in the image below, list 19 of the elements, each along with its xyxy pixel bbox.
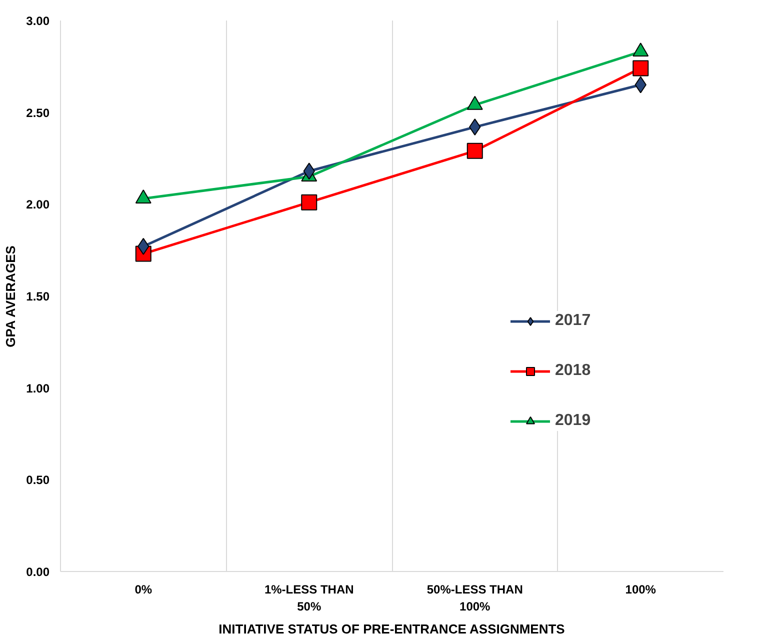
legend-label: 2017: [555, 312, 591, 330]
x-tick-label: 1%-LESS THAN 50%: [264, 582, 354, 614]
y-tick-label: 2.50: [26, 106, 50, 120]
y-tick-label: 1.50: [26, 290, 50, 304]
x-tick-label: 100%: [625, 582, 656, 596]
x-axis-title: INITIATIVE STATUS OF PRE-ENTRANCE ASSIGNMENTS: [218, 621, 566, 636]
x-tick-label: 0%: [134, 582, 152, 596]
y-tick-label: 2.00: [26, 198, 50, 212]
point: [301, 194, 318, 210]
y-tick-label: 1.00: [26, 381, 50, 396]
legend-label: 2019: [555, 412, 591, 430]
y-axis-title: GPA AVERAGES: [3, 245, 18, 348]
legend-label: 2018: [555, 362, 591, 380]
y-tick-label: 3.00: [26, 14, 50, 28]
point: [466, 142, 483, 159]
point: [632, 60, 649, 76]
y-tick-label: 0.50: [26, 473, 50, 488]
x-tick-label: 50%-LESS THAN 100%: [426, 582, 523, 614]
y-tick-label: 0.00: [26, 565, 50, 579]
